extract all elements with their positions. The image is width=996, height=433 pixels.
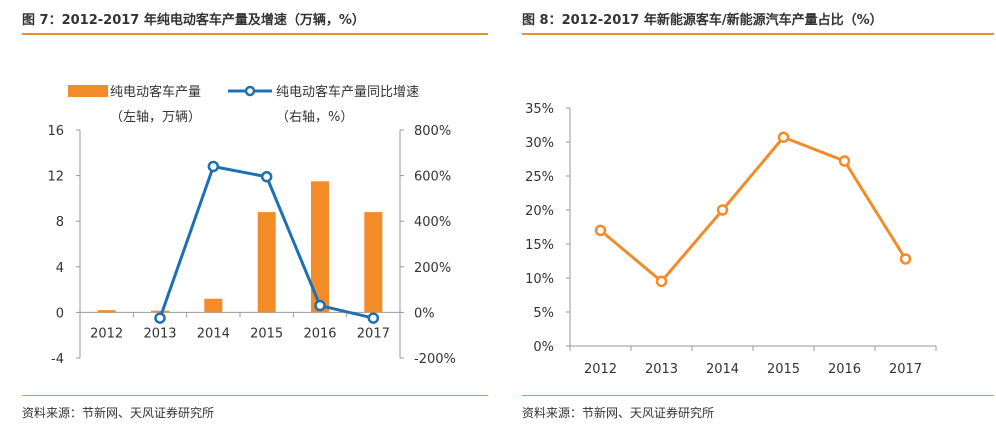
y-tick-label: 10% [525, 272, 554, 287]
left-tick-label: 0 [56, 306, 64, 321]
right-tick-label: 200% [414, 261, 451, 276]
legend-swatch-bar [68, 85, 108, 97]
line-point [260, 170, 273, 183]
x-tick-label: 2013 [143, 326, 176, 341]
line-point [655, 275, 668, 288]
right-tick-label: 0% [414, 306, 435, 321]
line-point [777, 131, 790, 143]
right-tick-label: 800% [414, 124, 451, 139]
bar-series [97, 181, 383, 313]
line-point [314, 299, 326, 312]
line-point [899, 253, 912, 265]
x-tick-label: 2015 [767, 362, 800, 377]
legend-sublabel-bar: （左轴，万辆） [110, 110, 201, 125]
legend-marker-line [244, 85, 256, 97]
bar-line-chart: 纯电动客车产量 （左轴，万辆） 纯电动客车产量同比增速 （右轴，%） 16 12 8… [47, 84, 455, 367]
line-series [154, 160, 380, 324]
line-point [367, 312, 380, 324]
bar [97, 310, 116, 313]
chart-panel-share: 图 8：2012-2017 年新能源客车/新能源汽车产量占比（%） 35% 30%… [508, 0, 996, 433]
y-tick-label: 0% [533, 340, 554, 355]
chart-axes: 35% 30% 25% 20% 15% 10% 5% 0% 2012 2013 2014 2015 20… [525, 102, 937, 377]
chart-title: 图 7：2012-2017 年纯电动客车产量及增速（万辆，%） [22, 13, 365, 28]
line-point [594, 224, 607, 237]
legend-label-line: 纯电动客车产量同比增速 [276, 84, 419, 100]
legend-label-bar: 纯电动客车产量 [110, 84, 201, 100]
title-divider [522, 33, 994, 35]
left-tick-label: 4 [56, 261, 64, 276]
x-tick-label: 2013 [645, 362, 678, 377]
bar [204, 298, 223, 313]
x-tick-label: 2016 [828, 362, 861, 377]
source-note: 资料来源：节新网、天风证券研究所 [22, 406, 215, 420]
y-tick-label: 25% [525, 170, 554, 185]
bar [364, 212, 383, 313]
y-tick-label: 5% [533, 306, 554, 321]
source-note: 资料来源：节新网、天风证券研究所 [522, 406, 715, 420]
line-point [716, 204, 729, 216]
left-tick-label: -4 [51, 352, 64, 367]
chart-axes: 16 12 8 4 0 -4 800% 600% 400% 200% 0% -200% 2012 2013… [47, 124, 455, 367]
legend-sublabel-line: （右轴，%） [276, 110, 353, 125]
x-tick-label: 2017 [889, 362, 922, 377]
bar [151, 310, 169, 313]
title-divider [22, 33, 488, 35]
left-tick-label: 8 [56, 215, 64, 230]
right-tick-label: -200% [414, 352, 456, 367]
bar [311, 181, 329, 313]
line-point [207, 160, 220, 173]
x-tick-label: 2012 [584, 362, 617, 377]
x-tick-label: 2017 [357, 326, 390, 341]
x-tick-label: 2016 [303, 326, 336, 341]
left-tick-label: 16 [47, 124, 64, 139]
right-tick-label: 400% [414, 215, 451, 230]
series-line [599, 135, 907, 283]
line-point [154, 312, 166, 324]
x-tick-label: 2012 [90, 326, 123, 341]
right-tick-label: 600% [414, 170, 451, 185]
x-tick-label: 2014 [706, 362, 739, 377]
x-tick-label: 2014 [197, 326, 230, 341]
y-tick-label: 30% [525, 136, 554, 151]
y-tick-label: 15% [525, 238, 554, 253]
line-point [838, 155, 851, 167]
source-divider [22, 395, 488, 396]
bar [257, 212, 276, 313]
line-chart: 35% 30% 25% 20% 15% 10% 5% 0% 2012 2013 2014 2015 20… [525, 102, 937, 377]
source-divider [522, 395, 994, 396]
left-tick-label: 12 [47, 170, 64, 185]
y-tick-label: 20% [525, 204, 554, 219]
chart-panel-production: 图 7：2012-2017 年纯电动客车产量及增速（万辆，%） 纯电动客车产量 … [0, 0, 490, 433]
chart-title: 图 8：2012-2017 年新能源客车/新能源汽车产量占比（%） [522, 13, 883, 28]
line-series [594, 131, 912, 288]
y-tick-label: 35% [525, 102, 554, 117]
x-tick-label: 2015 [250, 326, 283, 341]
